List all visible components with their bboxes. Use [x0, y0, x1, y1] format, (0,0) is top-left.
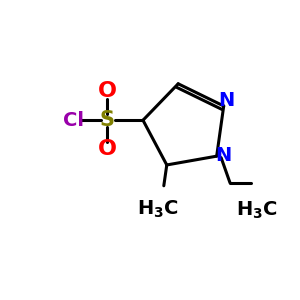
Text: N: N — [218, 91, 234, 110]
Text: O: O — [98, 140, 117, 159]
Text: $\mathbf{H_3C}$: $\mathbf{H_3C}$ — [236, 199, 278, 220]
Text: N: N — [215, 146, 231, 165]
Text: Cl: Cl — [63, 111, 84, 130]
Text: S: S — [100, 110, 115, 130]
Text: $\mathbf{H_3C}$: $\mathbf{H_3C}$ — [137, 199, 179, 220]
Text: O: O — [98, 81, 117, 101]
